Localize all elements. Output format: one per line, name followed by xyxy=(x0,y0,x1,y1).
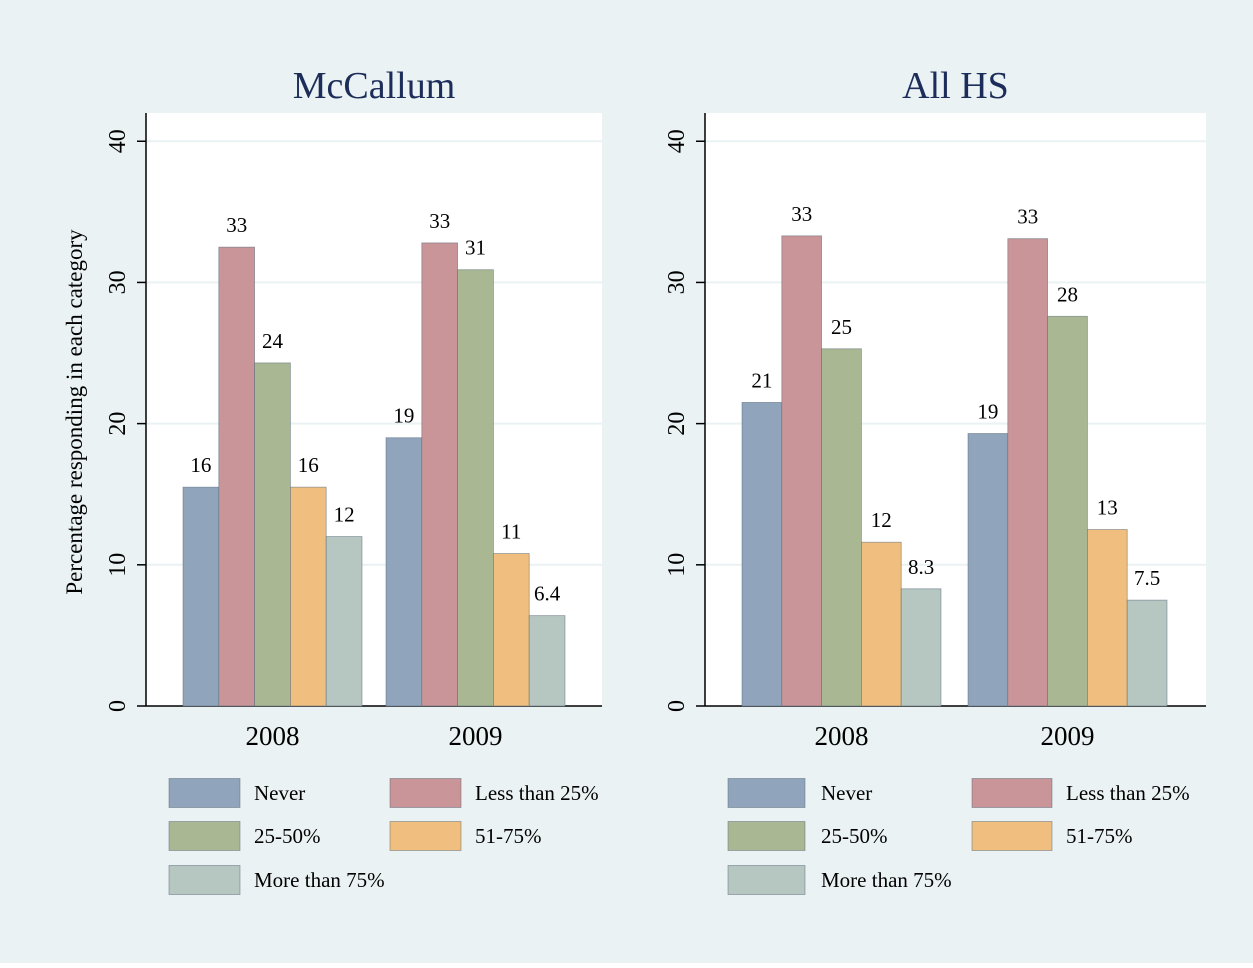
bar xyxy=(182,486,220,707)
y-tick-label: 0 xyxy=(664,700,690,712)
legend-swatch xyxy=(168,865,241,895)
bar xyxy=(457,269,494,707)
bar xyxy=(385,437,423,707)
bar xyxy=(1126,599,1168,707)
legend-label: Less than 25% xyxy=(1066,781,1190,805)
legend-swatch xyxy=(168,821,241,851)
y-tick-label: 30 xyxy=(105,270,131,294)
x-tick-label: 2008 xyxy=(815,721,869,751)
data-label: 12 xyxy=(334,503,355,527)
bar xyxy=(325,536,363,707)
data-label: 19 xyxy=(977,400,998,424)
data-label: 33 xyxy=(226,213,247,237)
data-label: 25 xyxy=(831,315,852,339)
y-tick-label: 30 xyxy=(664,270,690,294)
legend-swatch xyxy=(727,865,806,895)
legend-swatch xyxy=(727,778,806,808)
bar xyxy=(821,348,862,707)
data-label: 21 xyxy=(751,368,772,392)
legend-label: 25-50% xyxy=(254,824,321,848)
panel-mccallum: McCallum 0 10 20 30 40 16 33 24 16 12 2008 19 33 31 11 6… xyxy=(105,65,602,895)
legend-swatch xyxy=(389,821,462,851)
y-tick-label: 10 xyxy=(105,553,131,577)
legend-swatch xyxy=(389,778,462,808)
bar xyxy=(861,541,902,707)
legend-label: Less than 25% xyxy=(475,781,599,805)
data-label: 6.4 xyxy=(534,582,561,606)
data-label: 16 xyxy=(190,453,211,477)
legend-label: More than 75% xyxy=(254,868,385,892)
y-tick-label: 10 xyxy=(664,553,690,577)
bar xyxy=(218,246,256,707)
bar xyxy=(492,553,530,707)
bar xyxy=(421,242,458,707)
data-label: 8.3 xyxy=(908,555,934,579)
data-label: 12 xyxy=(871,508,892,532)
data-label: 31 xyxy=(465,236,486,260)
bar xyxy=(289,486,327,707)
data-label: 33 xyxy=(429,209,450,233)
data-label: 13 xyxy=(1097,496,1118,520)
y-tick-label: 20 xyxy=(664,412,690,436)
x-tick-label: 2009 xyxy=(449,721,503,751)
legend-swatch xyxy=(168,778,241,808)
chart-title: All HS xyxy=(902,65,1009,107)
data-label: 11 xyxy=(501,520,521,544)
legend-label: 51-75% xyxy=(1066,824,1133,848)
bar xyxy=(528,615,566,707)
data-label: 19 xyxy=(393,404,414,428)
y-tick-label: 20 xyxy=(105,412,131,436)
y-tick-label: 0 xyxy=(105,700,131,712)
bar xyxy=(967,433,1009,707)
data-label: 7.5 xyxy=(1134,566,1160,590)
data-label: 24 xyxy=(262,329,284,353)
bar xyxy=(254,362,291,707)
bar xyxy=(900,588,942,707)
bar xyxy=(1007,238,1048,707)
x-tick-label: 2009 xyxy=(1041,721,1095,751)
bar xyxy=(1047,315,1088,707)
legend-label: 25-50% xyxy=(821,824,888,848)
legend-swatch xyxy=(971,821,1053,851)
legend-swatch xyxy=(971,778,1053,808)
y-tick-label: 40 xyxy=(105,129,131,153)
data-label: 33 xyxy=(791,202,812,226)
chart-title: McCallum xyxy=(293,65,456,107)
data-label: 33 xyxy=(1017,205,1038,229)
panel-all-hs: All HS 0 10 20 30 40 21 33 25 12 8.3 2008 19 33 28 13 7.… xyxy=(664,65,1206,895)
legend-label: Never xyxy=(254,781,305,805)
y-tick-label: 40 xyxy=(664,129,690,153)
legend-label: Never xyxy=(821,781,872,805)
bar xyxy=(781,235,822,707)
bar xyxy=(1087,529,1128,707)
legend-swatch xyxy=(727,821,806,851)
data-label: 16 xyxy=(298,453,319,477)
x-tick-label: 2008 xyxy=(246,721,300,751)
legend-label: More than 75% xyxy=(821,868,952,892)
y-axis-title: Percentage responding in each category xyxy=(62,229,87,595)
bar xyxy=(741,402,783,707)
legend-label: 51-75% xyxy=(475,824,542,848)
data-label: 28 xyxy=(1057,282,1078,306)
